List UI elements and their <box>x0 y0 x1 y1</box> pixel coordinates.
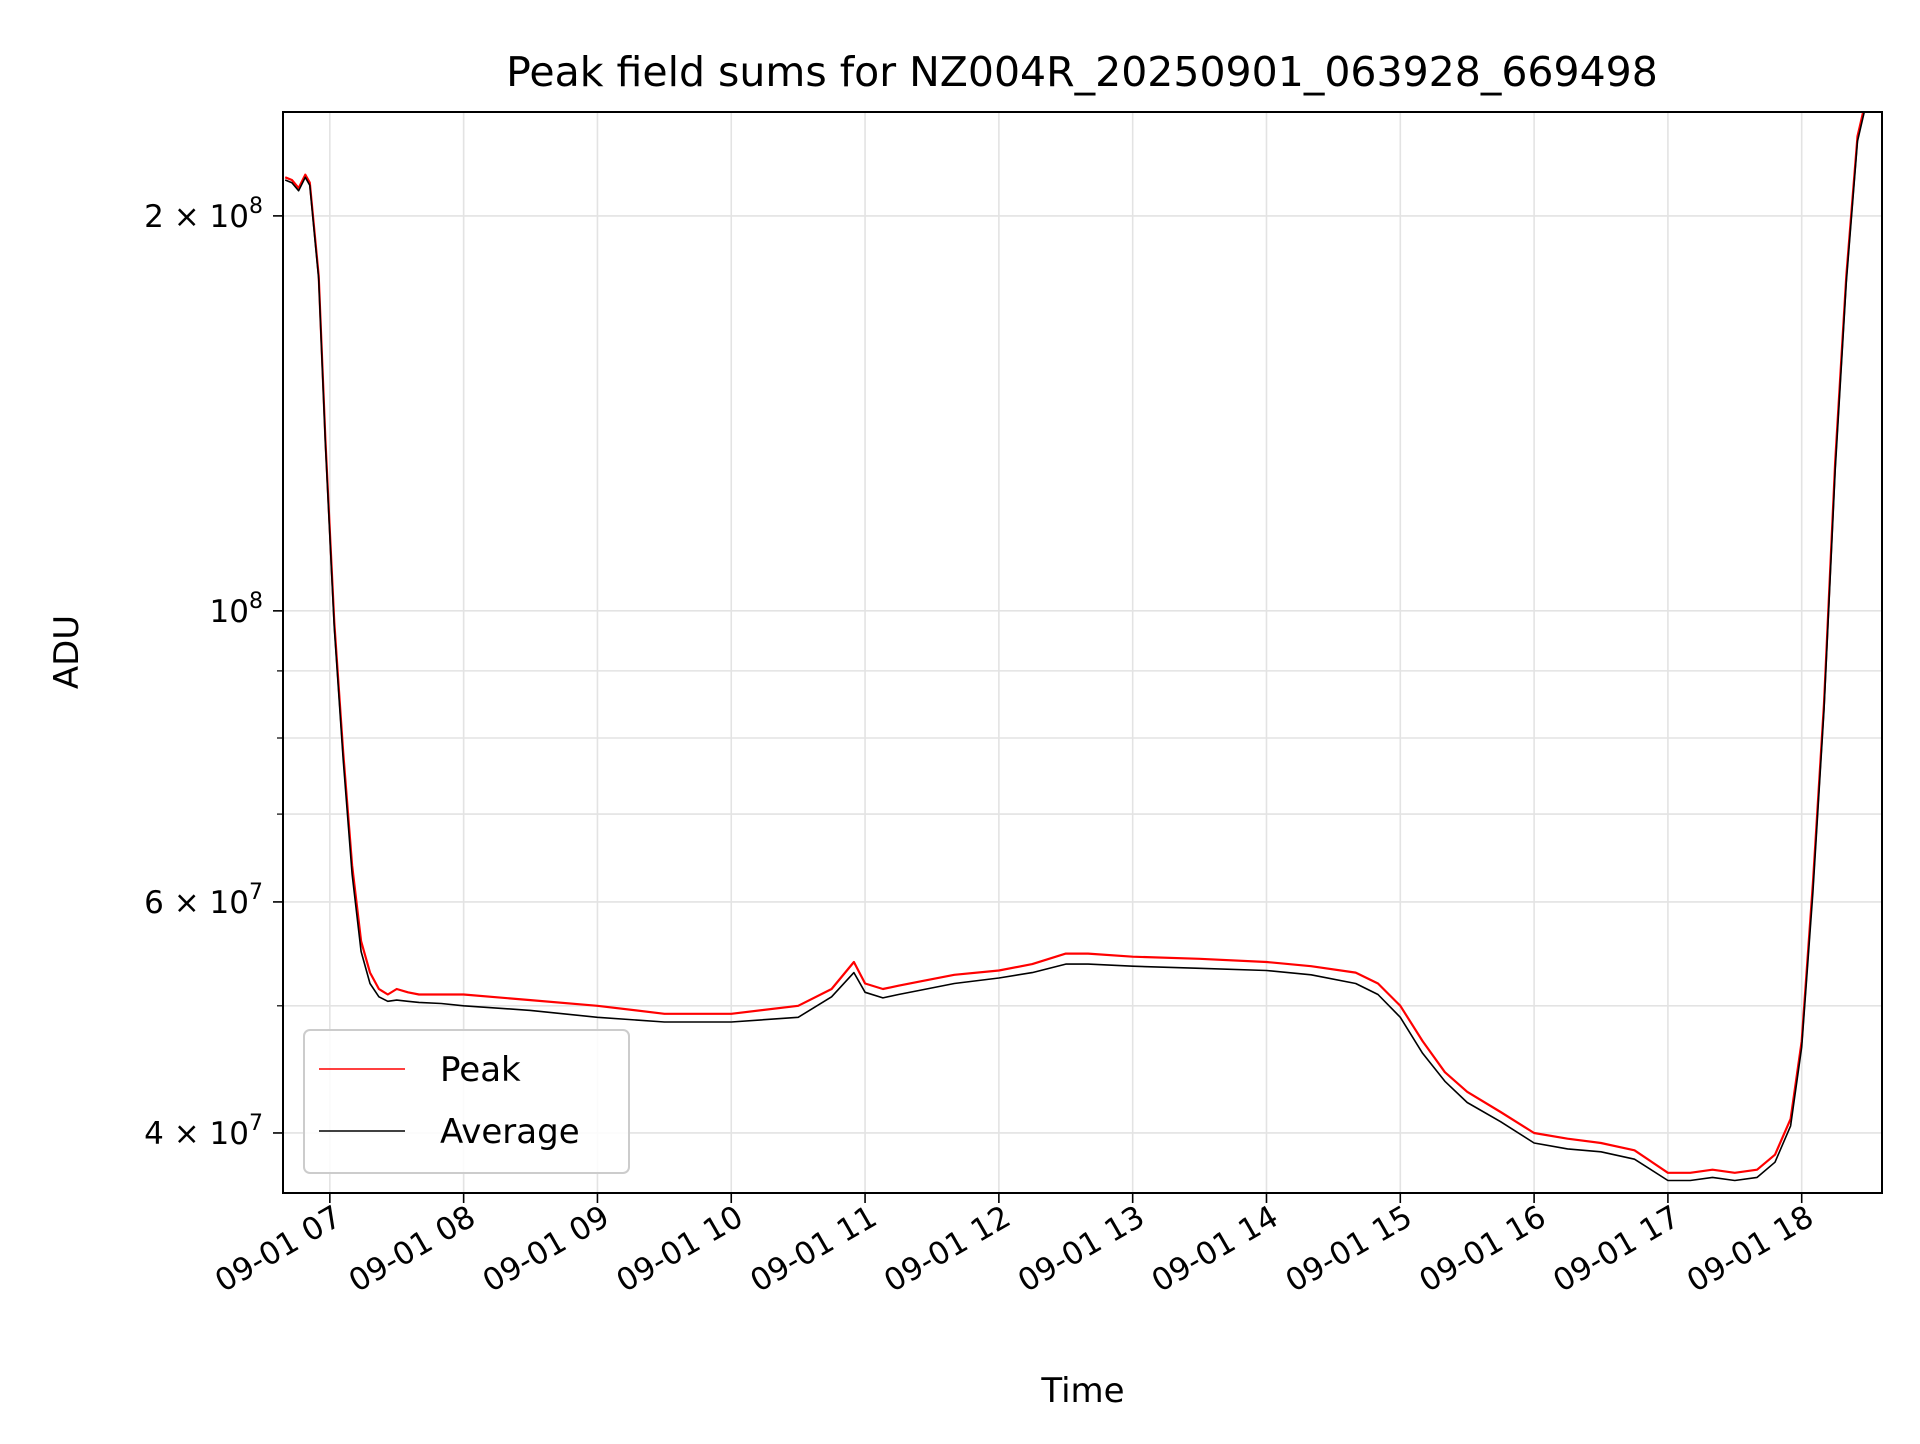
y-tick-base: 10 <box>210 594 249 630</box>
series-line-average <box>284 112 1866 1182</box>
y-tick-mantissa: 6 × <box>144 885 209 921</box>
series-layer <box>284 112 1866 1182</box>
y-tick-exponent: 7 <box>249 1111 263 1136</box>
series-line-peak <box>284 112 1865 1174</box>
y-tick-mantissa: 2 × <box>144 199 209 235</box>
y-tick-label: 4 × 107 <box>144 1111 263 1152</box>
y-tick-label: 108 <box>210 589 263 630</box>
x-axis-label: Time <box>1040 1371 1124 1411</box>
y-tick-label: 6 × 107 <box>144 880 263 921</box>
grid <box>283 112 1882 1193</box>
legend-label-average: Average <box>440 1112 580 1152</box>
y-tick-base: 10 <box>210 1116 249 1152</box>
y-tick-base: 10 <box>210 885 249 921</box>
y-tick-mantissa: 4 × <box>144 1116 209 1152</box>
chart-title: Peak field sums for NZ004R_20250901_0639… <box>506 48 1658 96</box>
legend: Peak Average <box>303 1029 630 1174</box>
y-tick-exponent: 7 <box>249 880 263 905</box>
y-tick-exponent: 8 <box>249 194 263 219</box>
legend-box <box>303 1029 630 1174</box>
y-tick-exponent: 8 <box>249 589 263 614</box>
y-tick-base: 10 <box>210 199 249 235</box>
y-axis-label: ADU <box>47 615 87 689</box>
y-tick-label: 2 × 108 <box>144 194 263 235</box>
legend-label-peak: Peak <box>440 1050 521 1090</box>
plot-frame <box>282 111 1883 1194</box>
